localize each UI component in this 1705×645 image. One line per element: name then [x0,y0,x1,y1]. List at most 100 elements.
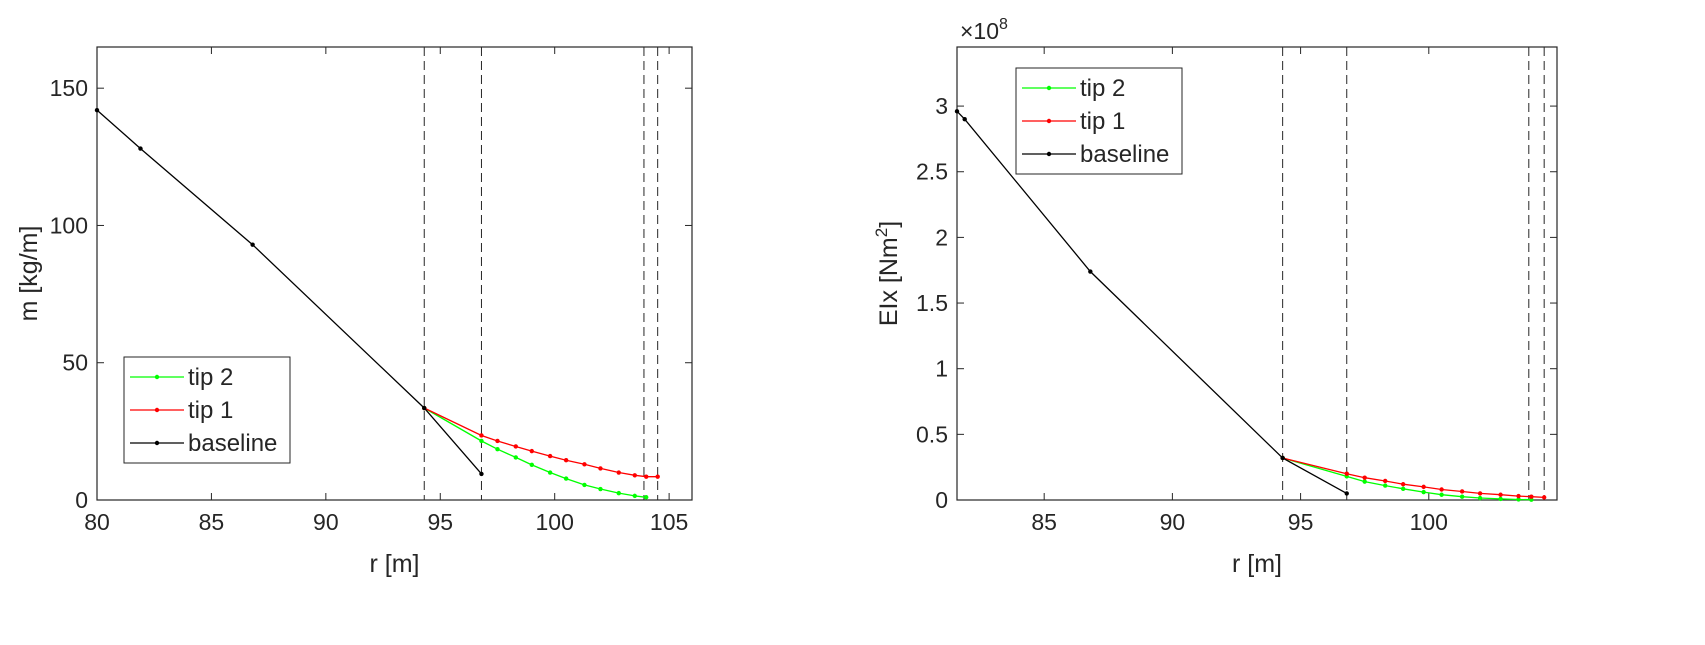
data-point-baseline [1280,455,1285,461]
data-point-tip-1 [655,474,660,479]
y-tick-label: 2.5 [916,159,948,185]
data-point-tip-2 [479,438,484,444]
data-point-baseline [138,146,143,151]
x-tick-label: 105 [650,509,688,535]
legend-swatch-marker [154,374,160,380]
y-axis-label-sup: 2 [872,228,891,237]
data-point-baseline [962,117,967,122]
series-line-tip-2 [1282,457,1532,501]
data-point-tip-1 [563,457,569,463]
y-tick-label: 2 [935,224,948,250]
x-axis-label: r [m] [1232,550,1282,578]
data-point-tip-2 [529,462,535,468]
axis-exponent: ×108 [960,16,1008,44]
data-point-tip-2 [1498,496,1503,502]
x-axis-label: r [m] [370,550,420,578]
x-tick-label: 95 [427,509,453,535]
data-point-tip-2 [563,476,569,481]
data-point-tip-1 [632,473,637,478]
x-tick-label: 85 [1031,509,1057,535]
x-tick-label: 100 [536,509,574,535]
data-point-tip-2 [632,493,637,499]
plot-frame [956,46,1558,501]
legend-label: tip 2 [188,364,233,391]
data-point-tip-2 [582,482,587,488]
x-tick-label: 95 [1288,509,1314,535]
data-point-tip-1 [598,466,603,471]
data-point-tip-1 [529,448,535,454]
y-axis-label: m [kg/m] [15,226,43,322]
legend-swatch-marker [1046,85,1052,91]
data-point-baseline [1088,269,1093,274]
data-point-tip-1 [495,438,500,444]
x-tick-label: 100 [1410,509,1448,535]
legend-swatch-marker [1046,118,1052,124]
data-point-tip-1 [1498,492,1503,497]
legend-swatch-marker [154,440,160,446]
data-point-tip-1 [1362,475,1367,480]
y-axis-label-end: ] [875,221,903,228]
series-line-tip-1 [1282,457,1545,499]
legend: tip 2 tip 1 baseline [1015,67,1183,175]
data-point-tip-2 [495,447,500,452]
axis-exponent-power: 8 [999,16,1008,33]
plot-frame [96,46,693,501]
data-point-tip-1 [513,444,518,449]
data-point-tip-1 [1344,471,1349,476]
data-point-tip-2 [1362,479,1367,484]
data-point-tip-2 [1477,495,1483,501]
y-tick-label: 0.5 [916,421,948,447]
x-tick-label: 90 [1160,509,1186,535]
y-axis-label-text: EIx [Nm [875,237,903,326]
x-tick-label: 90 [313,509,339,535]
data-point-baseline [1344,491,1349,496]
data-point-tip-1 [1477,491,1483,496]
chart-1: 80 85 90 95 100 105 0 50 100 150 r [m] m [kg/m] tip … [15,46,693,578]
data-point-tip-2 [616,490,621,496]
data-point-tip-2 [1459,494,1465,499]
y-tick-label: 1.5 [916,290,948,316]
legend-swatch-marker [1046,151,1052,157]
data-point-tip-1 [1439,487,1444,492]
y-tick-label: 3 [935,93,948,119]
data-point-tip-1 [644,474,649,479]
legend-label: tip 1 [1080,108,1125,135]
series-line-tip-1 [423,407,658,478]
data-point-baseline [954,109,960,114]
legend-label: baseline [188,430,277,457]
data-point-tip-2 [644,495,649,500]
data-point-tip-2 [1383,483,1388,488]
legend: tip 2 tip 1 baseline [123,356,291,464]
y-axis-label: EIx [Nm2] [872,221,903,326]
y-tick-label: 100 [50,212,88,238]
data-point-tip-1 [479,433,484,438]
data-point-tip-1 [1516,493,1521,499]
data-point-tip-1 [1459,489,1465,494]
data-point-baseline [422,405,427,411]
data-point-tip-2 [1421,489,1426,495]
data-point-tip-2 [1439,492,1444,497]
legend-label: baseline [1080,141,1169,168]
data-point-tip-1 [1541,495,1547,500]
data-point-tip-2 [513,455,518,460]
data-point-tip-1 [616,470,621,475]
x-tick-label: 85 [199,509,225,535]
y-axis-label-text: m [kg/m] [15,226,43,322]
data-point-tip-1 [547,453,553,459]
data-point-tip-2 [1516,497,1521,502]
legend-label: tip 2 [1080,75,1125,102]
y-tick-label: 50 [62,350,88,376]
data-point-tip-1 [1421,484,1426,490]
y-tick-label: 0 [75,487,88,513]
data-point-tip-2 [1529,497,1534,502]
data-point-tip-1 [1400,482,1406,487]
y-tick-label: 150 [50,75,88,101]
data-point-tip-1 [1383,478,1388,484]
axis-exponent-base: ×10 [960,18,999,44]
data-point-tip-2 [547,470,553,475]
data-point-baseline [250,242,255,247]
x-tick-label: 80 [84,509,110,535]
legend-swatch-marker [154,407,160,413]
